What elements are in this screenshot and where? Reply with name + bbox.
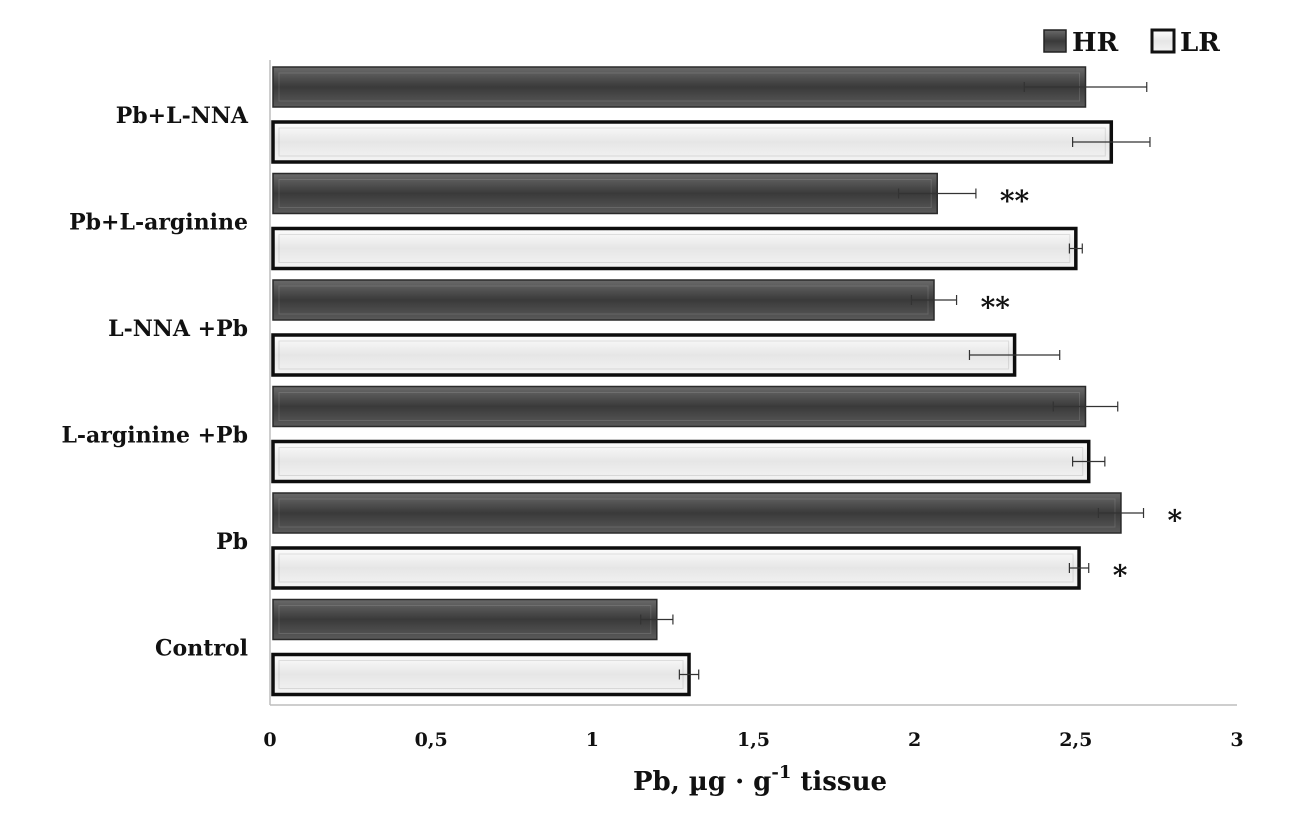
plot-area: ****** bbox=[271, 66, 1183, 697]
bar-hr-4 bbox=[272, 492, 1122, 534]
bar-hr-1 bbox=[272, 172, 938, 215]
category-labels: Pb+L-NNA Pb+L-arginine L-NNA +Pb L-arginine… bbox=[61, 103, 248, 662]
x-tick-label-5: 2,5 bbox=[1059, 729, 1092, 751]
significance-marker-0: ** bbox=[1000, 185, 1030, 218]
bar-lr-0 bbox=[271, 120, 1114, 164]
category-label-5: Control bbox=[155, 636, 248, 662]
x-axis-title-main: Pb, µg · g bbox=[633, 767, 771, 797]
x-tick-label-2: 1 bbox=[586, 729, 599, 751]
category-label-0: Pb+L-NNA bbox=[116, 103, 249, 129]
bar-hr-3 bbox=[272, 385, 1087, 428]
x-tick-label-4: 2 bbox=[908, 729, 921, 751]
category-label-3: L-arginine +Pb bbox=[61, 423, 248, 449]
x-tick-label-1: 0,5 bbox=[415, 729, 448, 751]
significance-marker-2: * bbox=[1168, 504, 1183, 537]
x-tick-label-0: 0 bbox=[263, 729, 276, 751]
x-axis-title-rest: tissue bbox=[791, 767, 887, 797]
x-tick-labels: 0 0,5 1 1,5 2 2,5 3 bbox=[263, 729, 1243, 751]
legend-label-lr: LR bbox=[1180, 28, 1220, 58]
bar-hr-0 bbox=[272, 66, 1087, 108]
significance-marker-1: ** bbox=[981, 291, 1011, 324]
category-label-2: L-NNA +Pb bbox=[108, 316, 248, 342]
x-axis-title-sup: -1 bbox=[771, 762, 791, 783]
x-axis-title: Pb, µg · g-1 tissue bbox=[633, 762, 887, 797]
legend-label-hr: HR bbox=[1072, 28, 1119, 58]
x-tick-label-6: 3 bbox=[1230, 729, 1243, 751]
legend-swatch-lr bbox=[1150, 28, 1176, 54]
bar-hr-2 bbox=[272, 279, 935, 321]
legend: HR LR bbox=[1043, 28, 1220, 58]
bar-hr-5 bbox=[272, 598, 658, 641]
bar-lr-5 bbox=[271, 652, 691, 697]
category-label-4: Pb bbox=[216, 529, 248, 555]
legend-swatch-hr bbox=[1043, 29, 1067, 53]
bar-lr-4 bbox=[271, 546, 1081, 590]
significance-marker-3: * bbox=[1113, 559, 1128, 592]
category-label-1: Pb+L-arginine bbox=[69, 210, 248, 236]
bar-lr-1 bbox=[271, 226, 1078, 271]
x-tick-label-3: 1,5 bbox=[737, 729, 770, 751]
